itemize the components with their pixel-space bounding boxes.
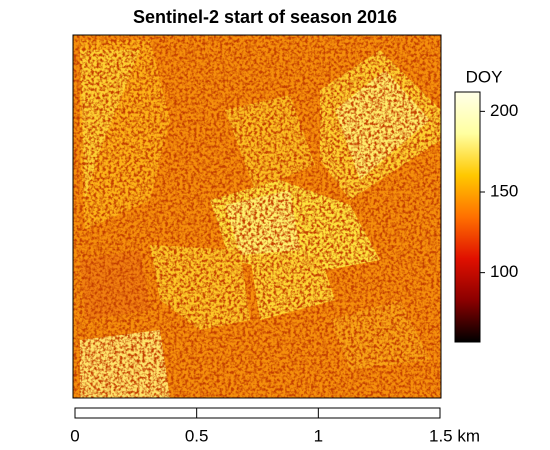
colorbar-tick-label: 100 [490,262,518,281]
colorbar-tick-label: 200 [490,101,518,120]
scale-bar: 0 0.5 1 1.5 km [70,407,480,445]
colorbar-label: DOY [466,67,503,86]
scale-bar-box [74,407,441,419]
scale-bar-label: 1.5 km [429,426,480,445]
scale-bar-label: 0 [70,426,79,445]
map-frame [72,34,442,399]
scale-bar-label: 0.5 [185,426,209,445]
colorbar: 100 150 200 [454,91,518,343]
colorbar-tick-label: 150 [490,181,518,200]
colorbar-bar [454,91,481,343]
scale-bar-label: 1 [314,426,323,445]
raster [73,35,441,398]
map-title: Sentinel-2 start of season 2016 [133,7,397,27]
